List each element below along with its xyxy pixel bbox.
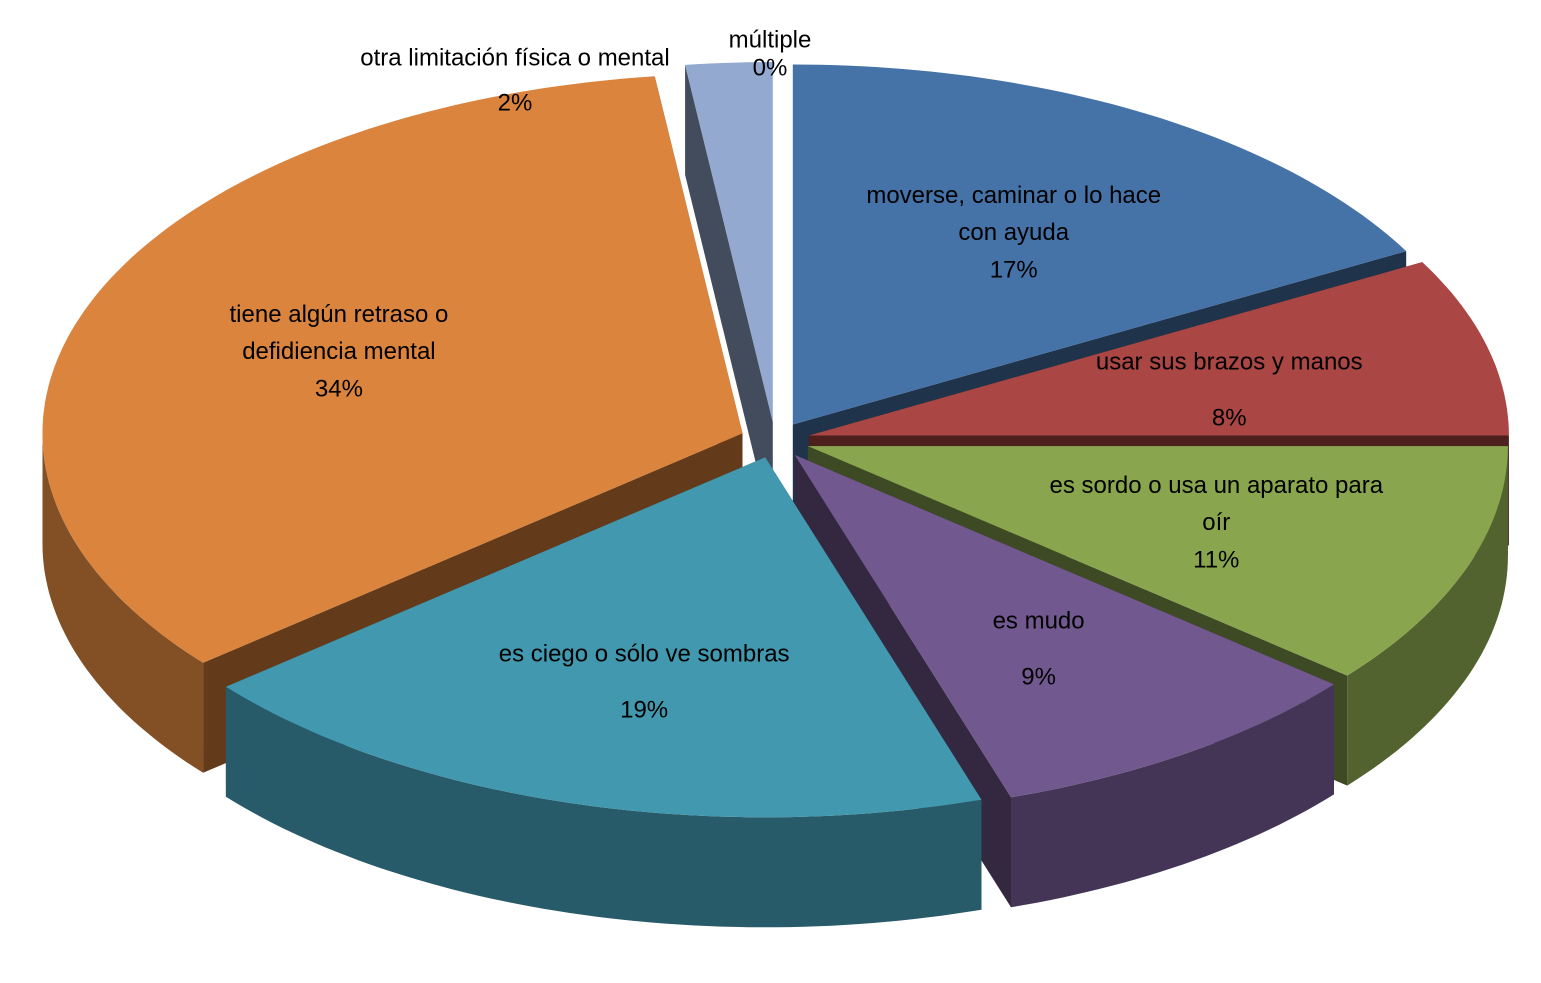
- slice-outer-wall: [225, 686, 982, 928]
- slice-value-label: 34%: [314, 375, 363, 403]
- slice-value-label: 9%: [1021, 663, 1056, 691]
- slice-top: [807, 446, 1508, 676]
- pie-slice: [685, 62, 773, 533]
- pie-slice: [794, 454, 1334, 908]
- slice-top: [794, 454, 1334, 798]
- slice-top: [792, 64, 1407, 425]
- slice-outer-wall: [1011, 684, 1334, 908]
- slice-value-label: 17%: [989, 256, 1038, 284]
- slice-outer-wall: [42, 433, 204, 773]
- slice-label: es sordo o usa un aparato para oír: [1049, 471, 1384, 536]
- slice-value-label: 11%: [1193, 546, 1240, 574]
- slice-label: otra limitación física o mental: [360, 44, 670, 72]
- slice-label: tiene algún retraso o defidiencia mental: [229, 301, 449, 366]
- slice-label: múltiple: [728, 26, 812, 54]
- slice-label: es mudo: [992, 607, 1085, 635]
- slice-value-label: 2%: [497, 89, 533, 117]
- slice-label: moverse, caminar o lo hace con ayuda: [866, 182, 1162, 247]
- slice-value-label: 8%: [1211, 404, 1247, 432]
- slice-top: [42, 76, 743, 663]
- slice-value-label: 19%: [620, 696, 669, 724]
- slice-top: [808, 262, 1509, 436]
- slice-value-label: 0%: [752, 54, 788, 82]
- slice-top: [225, 457, 982, 818]
- slice-edge-wall: [685, 64, 773, 533]
- slice-label: es ciego o sólo ve sombras: [498, 640, 790, 668]
- pie-slice: [225, 457, 982, 928]
- slice-label: usar sus brazos y manos: [1095, 348, 1363, 376]
- slice-outer-wall: [1347, 446, 1508, 786]
- slice-top: [685, 62, 773, 422]
